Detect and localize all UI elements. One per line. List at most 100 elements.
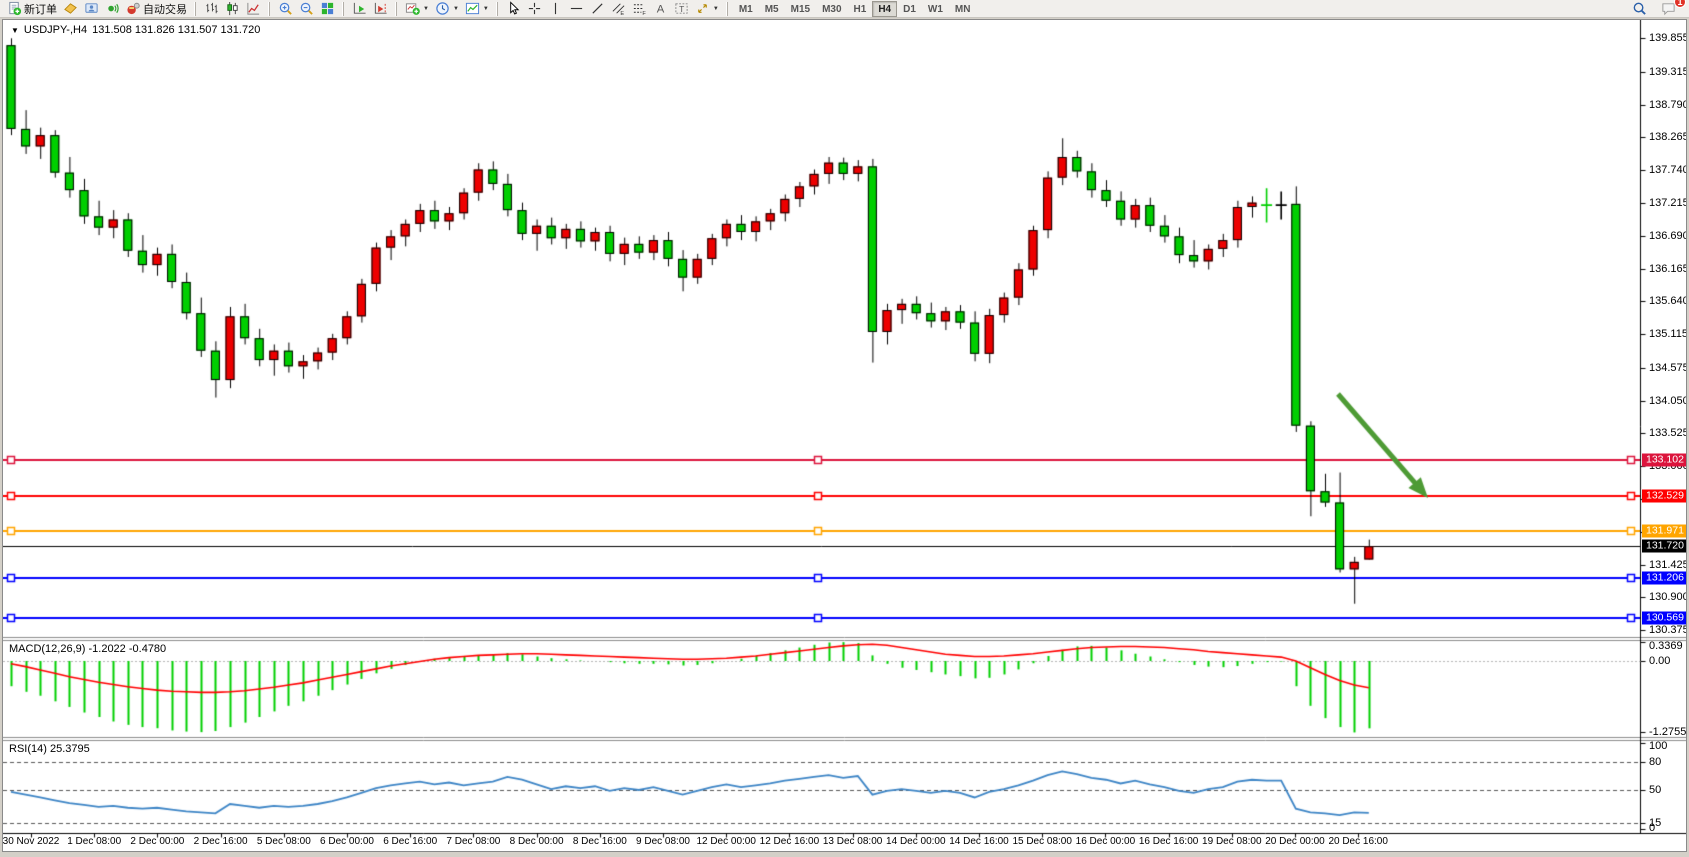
dropdown-caret-icon[interactable]: ▼ — [452, 5, 459, 12]
bar-chart-icon — [204, 1, 219, 16]
chart-shift-icon — [373, 1, 388, 16]
price-tick-label: 135.115 — [1649, 328, 1687, 341]
price-chart-canvas[interactable] — [3, 20, 1686, 851]
bar-chart-button[interactable] — [201, 0, 222, 17]
text-button[interactable]: A — [650, 0, 671, 17]
price-line-badge: 131.971 — [1642, 524, 1686, 538]
price-tick-label: 138.265 — [1649, 131, 1687, 144]
channel-icon: E — [611, 1, 626, 16]
time-axis-label: 5 Dec 08:00 — [256, 836, 311, 847]
periods-button[interactable]: ▼ — [432, 0, 462, 17]
fibonacci-icon: F — [632, 1, 647, 16]
signals-button[interactable] — [102, 0, 123, 17]
horizontal-line-button[interactable] — [566, 0, 587, 17]
timeframe-button-m15[interactable]: M15 — [790, 3, 811, 15]
fibonacci-button[interactable]: F — [629, 0, 650, 17]
line-chart-icon — [246, 1, 261, 16]
rsi-tick-label: 100 — [1649, 740, 1668, 752]
autotrading-button[interactable]: 自动交易 — [123, 0, 190, 17]
chart-title: ▼ USDJPY-,H4 131.508 131.826 131.507 131… — [11, 24, 260, 36]
trendline-button[interactable] — [587, 0, 608, 17]
dropdown-caret-icon[interactable]: ▼ — [712, 5, 719, 12]
price-tick-label: 137.215 — [1649, 196, 1687, 209]
cursor-button[interactable] — [503, 0, 524, 17]
candlestick-icon — [225, 1, 240, 16]
time-axis-label: 6 Dec 00:00 — [320, 836, 374, 847]
timeframe-button-m1[interactable]: M1 — [738, 3, 753, 15]
timeframe-button-h1[interactable]: H1 — [853, 3, 867, 15]
price-line-badge: 132.529 — [1642, 489, 1686, 503]
time-axis-label: 6 Dec 16:00 — [383, 836, 438, 847]
new-order-button-label: 新订单 — [24, 3, 57, 16]
text-icon: A — [653, 1, 668, 16]
market-watch-button[interactable] — [81, 0, 102, 17]
time-axis-label: 15 Dec 08:00 — [1012, 836, 1072, 847]
time-axis-label: 14 Dec 00:00 — [886, 836, 946, 847]
hline-icon — [569, 1, 584, 16]
timeframe-button-w1[interactable]: W1 — [927, 3, 943, 15]
timeframe-button-d1[interactable]: D1 — [903, 3, 916, 15]
broadcast-icon — [105, 1, 120, 16]
label-icon: T — [674, 1, 689, 16]
price-line-badge: 133.102 — [1642, 453, 1686, 467]
vertical-line-button[interactable] — [545, 0, 566, 17]
template-icon — [465, 1, 480, 16]
clock-icon — [435, 1, 450, 16]
chart-ohlc-values: 131.508 131.826 131.507 131.720 — [92, 24, 261, 36]
time-axis-label: 16 Dec 00:00 — [1075, 836, 1136, 847]
price-tick-label: 134.575 — [1649, 361, 1687, 374]
tile-windows-icon — [320, 1, 335, 16]
symbol-dropdown-icon[interactable]: ▼ — [11, 25, 19, 35]
time-axis-label: 14 Dec 16:00 — [949, 836, 1009, 847]
price-tick-label: 138.790 — [1649, 98, 1687, 111]
candlestick-chart-button[interactable] — [222, 0, 243, 17]
chart-shift-button[interactable] — [370, 0, 391, 17]
notifications-button[interactable]: 1 — [1658, 0, 1686, 17]
timeframe-button-h4[interactable]: H4 — [872, 0, 898, 17]
price-tick-label: 133.525 — [1649, 427, 1687, 440]
tile-windows-button[interactable] — [317, 0, 338, 17]
templates-button[interactable]: ▼ — [462, 0, 492, 17]
zoom-in-button[interactable] — [275, 0, 296, 17]
price-line-badge: 130.569 — [1642, 611, 1686, 625]
auto-scroll-button[interactable] — [349, 0, 370, 17]
dropdown-caret-icon[interactable]: ▼ — [482, 5, 489, 12]
line-chart-button[interactable] — [243, 0, 264, 17]
metaeditor-button[interactable] — [60, 0, 81, 17]
macd-label: MACD(12,26,9) -1.2022 -0.4780 — [9, 643, 167, 655]
time-axis-label: 12 Dec 16:00 — [759, 836, 820, 847]
time-axis-label: 19 Dec 08:00 — [1202, 836, 1262, 847]
equidistant-channel-button[interactable]: E — [608, 0, 629, 17]
chart-window: ▼ USDJPY-,H4 131.508 131.826 131.507 131… — [2, 19, 1687, 852]
price-tick-label: 134.050 — [1649, 394, 1687, 407]
search-button[interactable] — [1629, 0, 1650, 17]
timeframe-button-mn[interactable]: MN — [954, 3, 971, 15]
current-price-badge: 131.720 — [1642, 539, 1686, 553]
dropdown-caret-icon[interactable]: ▼ — [423, 5, 429, 12]
arrows-icon — [695, 1, 710, 16]
time-axis-label: 13 Dec 08:00 — [822, 836, 883, 847]
text-label-button[interactable]: T — [671, 0, 692, 17]
zoom-out-button[interactable] — [296, 0, 317, 17]
price-tick-label: 130.900 — [1649, 591, 1687, 604]
arrows-button[interactable]: ▼ — [692, 0, 722, 17]
timeframe-button-m5[interactable]: M5 — [764, 3, 779, 15]
indicators-button[interactable]: ▼ — [402, 0, 432, 17]
time-axis-label: 16 Dec 16:00 — [1138, 836, 1199, 847]
editor-icon — [63, 1, 78, 16]
toolbar-separator — [723, 1, 731, 16]
price-tick-label: 137.740 — [1649, 164, 1687, 177]
timeframe-button-m30[interactable]: M30 — [822, 3, 842, 15]
time-axis-label: 8 Dec 00:00 — [509, 836, 564, 847]
rsi-label: RSI(14) 25.3795 — [9, 743, 90, 755]
svg-text:F: F — [642, 11, 646, 16]
crosshair-button[interactable] — [524, 0, 545, 17]
time-axis-label: 2 Dec 16:00 — [193, 836, 248, 847]
autotrade-icon — [126, 1, 141, 16]
svg-text:T: T — [679, 4, 684, 14]
new-order-button[interactable]: 新订单 — [4, 0, 60, 17]
time-axis-label: 9 Dec 08:00 — [636, 836, 690, 847]
price-tick-label: 139.315 — [1649, 65, 1687, 78]
time-axis-label: 1 Dec 08:00 — [67, 836, 122, 847]
svg-text:A: A — [657, 3, 665, 15]
